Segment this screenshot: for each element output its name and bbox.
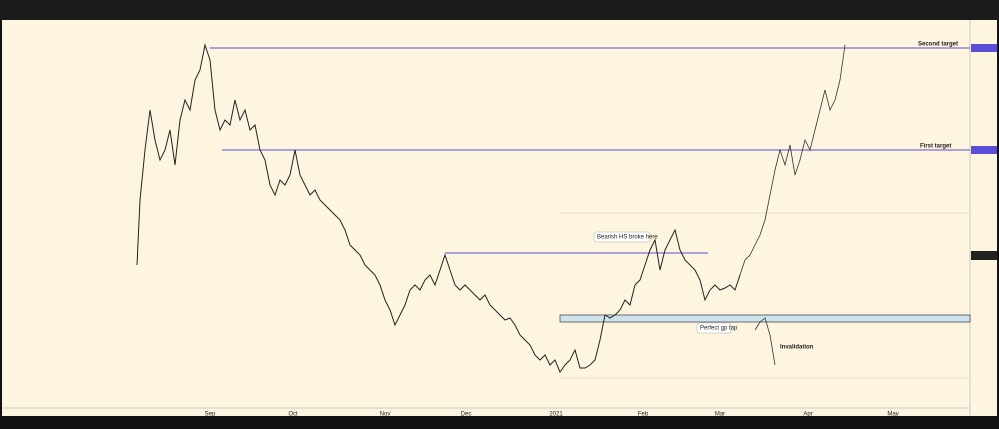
callout-box bbox=[696, 322, 732, 334]
price-tag bbox=[971, 44, 997, 52]
x-axis-label: Feb bbox=[638, 412, 649, 418]
annotation: Perfect gp tap bbox=[700, 326, 738, 332]
annotation: Invalidation bbox=[780, 345, 814, 351]
invalidation-path bbox=[754, 317, 776, 366]
x-axis-label: Nov bbox=[380, 412, 391, 418]
x-axis-label: Mar bbox=[715, 412, 725, 418]
price-tag bbox=[971, 251, 997, 260]
price-path bbox=[136, 43, 741, 374]
chart-area bbox=[2, 20, 997, 416]
x-axis-label: 2021 bbox=[549, 412, 563, 418]
price-tag bbox=[971, 146, 997, 154]
projection-path bbox=[739, 44, 846, 276]
x-axis-label: Apr bbox=[803, 412, 812, 418]
header-bar bbox=[0, 0, 999, 20]
x-axis-label: Oct bbox=[288, 412, 298, 418]
x-axis-label: May bbox=[887, 412, 898, 418]
annotation: First target bbox=[920, 144, 951, 150]
annotation: Second target bbox=[918, 42, 958, 48]
annotation: Bearish HS broke here bbox=[597, 235, 658, 241]
callout-box bbox=[593, 231, 651, 243]
x-axis-label: Dec bbox=[461, 412, 472, 418]
x-axis-label: Sep bbox=[205, 412, 216, 418]
